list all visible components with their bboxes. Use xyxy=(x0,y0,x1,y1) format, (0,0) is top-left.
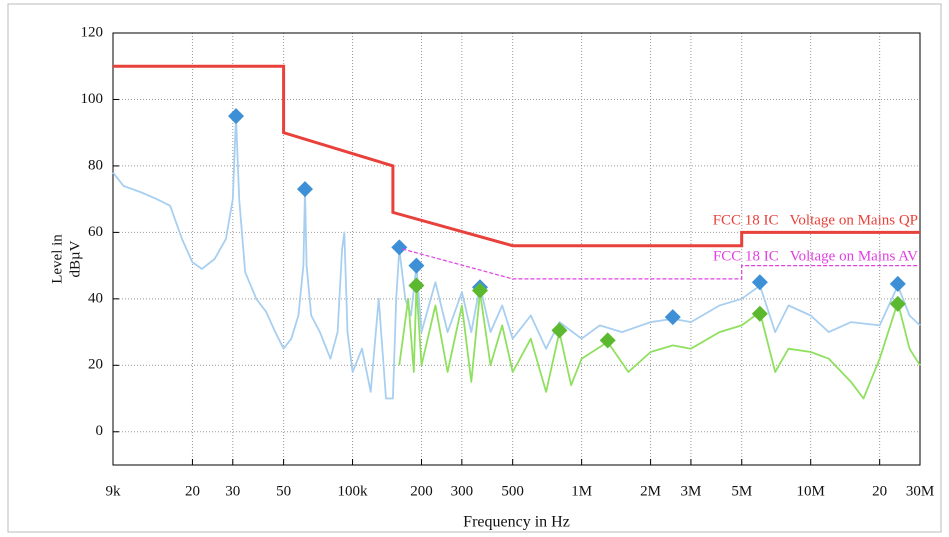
peak-marker xyxy=(664,309,681,326)
peak-marker xyxy=(408,277,425,294)
x-tick-label: 5M xyxy=(731,483,752,499)
x-tick-label: 100k xyxy=(338,483,369,499)
limit-label: FCC 18 IC Voltage on Mains QP xyxy=(713,212,918,228)
y-axis-label: dBµV xyxy=(67,240,83,277)
peak-marker xyxy=(471,282,488,299)
x-tick-label: 10M xyxy=(797,483,825,499)
x-tick-label: 200 xyxy=(410,483,433,499)
x-tick-label: 2M xyxy=(640,483,661,499)
y-tick-label: 100 xyxy=(81,91,104,107)
spectrum-trace xyxy=(398,284,921,400)
x-tick-label: 300 xyxy=(451,483,474,499)
peak-marker xyxy=(551,322,568,339)
x-tick-label: 500 xyxy=(501,483,524,499)
peak-marker xyxy=(889,275,906,292)
y-tick-label: 40 xyxy=(88,290,103,306)
x-tick-label: 30 xyxy=(225,483,240,499)
y-tick-label: 60 xyxy=(88,224,103,240)
peak-marker xyxy=(599,332,616,349)
x-axis-label: Frequency in Hz xyxy=(463,514,570,531)
limit-line xyxy=(113,64,920,248)
x-tick-label: 9k xyxy=(106,483,122,499)
y-tick-label: 20 xyxy=(88,357,103,373)
peak-marker xyxy=(296,181,313,198)
y-tick-label: 120 xyxy=(81,24,104,40)
frame xyxy=(7,3,942,533)
peak-marker xyxy=(751,274,768,291)
limit-line xyxy=(402,248,920,280)
y-axis-label: Level in xyxy=(49,234,65,284)
x-tick-label: 3M xyxy=(681,483,702,499)
x-tick-label: 20 xyxy=(872,483,887,499)
peak-marker xyxy=(408,257,425,274)
x-tick-label: 20 xyxy=(185,483,200,499)
peak-marker xyxy=(228,108,245,125)
spectrum-trace xyxy=(112,115,921,400)
peak-marker xyxy=(751,305,768,322)
limit-label: FCC 18 IC Voltage on Mains AV xyxy=(713,248,918,264)
peak-marker xyxy=(889,295,906,312)
x-tick-label: 50 xyxy=(276,483,291,499)
y-tick-label: 80 xyxy=(88,157,103,173)
plot-area xyxy=(112,32,921,466)
x-tick-label: 1M xyxy=(571,483,592,499)
x-tick-label: 30M xyxy=(906,483,934,499)
peak-marker xyxy=(391,239,408,256)
y-tick-label: 0 xyxy=(96,423,104,439)
